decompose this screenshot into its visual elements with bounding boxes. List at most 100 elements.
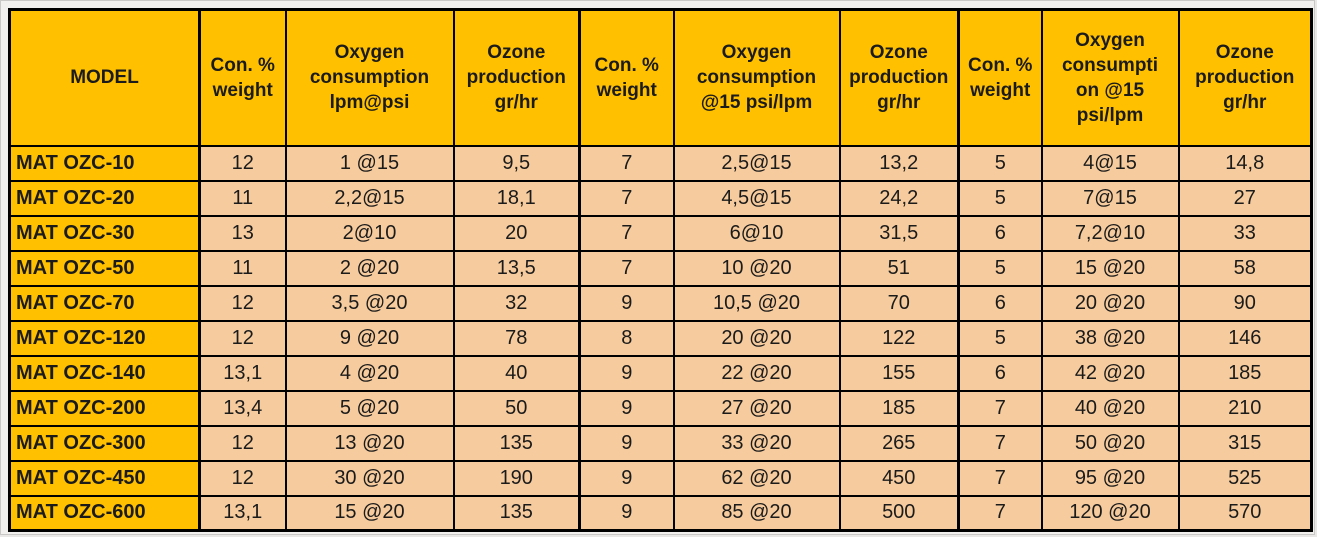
data-cell: 8 bbox=[578, 319, 675, 357]
column-header-ozone-production-2: Ozone production gr/hr bbox=[838, 8, 960, 147]
model-cell: MAT OZC-120 bbox=[8, 319, 201, 357]
data-cell: 5 @20 bbox=[284, 389, 455, 427]
ozone-generator-spec-table: MODEL Con. % weight Oxygen consumption l… bbox=[8, 8, 1313, 532]
model-cell: MAT OZC-300 bbox=[8, 424, 201, 462]
data-cell: 525 bbox=[1177, 459, 1313, 497]
data-cell: 2@10 bbox=[284, 214, 455, 252]
data-cell: 185 bbox=[838, 389, 960, 427]
data-cell: 155 bbox=[838, 354, 960, 392]
data-cell: 7@15 bbox=[1040, 179, 1180, 217]
data-cell: 10 @20 bbox=[672, 249, 841, 287]
model-cell: MAT OZC-20 bbox=[8, 179, 201, 217]
model-cell: MAT OZC-10 bbox=[8, 144, 201, 182]
data-cell: 12 bbox=[198, 144, 287, 182]
data-cell: 12 bbox=[198, 459, 287, 497]
data-cell: 11 bbox=[198, 249, 287, 287]
column-header-oxygen-consumption-3: Oxygen consumpti on @15 psi/lpm bbox=[1040, 8, 1180, 147]
data-cell: 9 @20 bbox=[284, 319, 455, 357]
column-header-ozone-production-1: Ozone production gr/hr bbox=[452, 8, 581, 147]
data-cell: 18,1 bbox=[452, 179, 581, 217]
data-cell: 40 bbox=[452, 354, 581, 392]
table-row: MAT OZC-50 11 2 @20 13,5 7 10 @20 51 5 1… bbox=[8, 249, 1313, 287]
table-row: MAT OZC-120 12 9 @20 78 8 20 @20 122 5 3… bbox=[8, 319, 1313, 357]
data-cell: 450 bbox=[838, 459, 960, 497]
data-cell: 4@15 bbox=[1040, 144, 1180, 182]
data-cell: 2,2@15 bbox=[284, 179, 455, 217]
data-cell: 4,5@15 bbox=[672, 179, 841, 217]
model-cell: MAT OZC-50 bbox=[8, 249, 201, 287]
data-cell: 122 bbox=[838, 319, 960, 357]
data-cell: 5 bbox=[957, 179, 1043, 217]
data-cell: 40 @20 bbox=[1040, 389, 1180, 427]
data-cell: 27 bbox=[1177, 179, 1313, 217]
data-cell: 51 bbox=[838, 249, 960, 287]
data-cell: 146 bbox=[1177, 319, 1313, 357]
table-row: MAT OZC-70 12 3,5 @20 32 9 10,5 @20 70 6… bbox=[8, 284, 1313, 322]
data-cell: 7 bbox=[957, 389, 1043, 427]
data-cell: 135 bbox=[452, 424, 581, 462]
data-cell: 6 bbox=[957, 284, 1043, 322]
data-cell: 7 bbox=[957, 494, 1043, 532]
data-cell: 2 @20 bbox=[284, 249, 455, 287]
table-row: MAT OZC-300 12 13 @20 135 9 33 @20 265 7… bbox=[8, 424, 1313, 462]
data-cell: 9 bbox=[578, 284, 675, 322]
table-row: MAT OZC-140 13,1 4 @20 40 9 22 @20 155 6… bbox=[8, 354, 1313, 392]
data-cell: 2,5@15 bbox=[672, 144, 841, 182]
data-cell: 7 bbox=[578, 249, 675, 287]
data-cell: 570 bbox=[1177, 494, 1313, 532]
data-cell: 7 bbox=[578, 214, 675, 252]
data-cell: 315 bbox=[1177, 424, 1313, 462]
table-row: MAT OZC-20 11 2,2@15 18,1 7 4,5@15 24,2 … bbox=[8, 179, 1313, 217]
data-cell: 70 bbox=[838, 284, 960, 322]
data-cell: 9 bbox=[578, 424, 675, 462]
data-cell: 4 @20 bbox=[284, 354, 455, 392]
data-cell: 9 bbox=[578, 494, 675, 532]
data-cell: 50 @20 bbox=[1040, 424, 1180, 462]
data-cell: 10,5 @20 bbox=[672, 284, 841, 322]
data-cell: 20 @20 bbox=[1040, 284, 1180, 322]
column-header-oxygen-consumption-1: Oxygen consumption lpm@psi bbox=[284, 8, 455, 147]
data-cell: 12 bbox=[198, 284, 287, 322]
data-cell: 85 @20 bbox=[672, 494, 841, 532]
data-cell: 27 @20 bbox=[672, 389, 841, 427]
data-cell: 7,2@10 bbox=[1040, 214, 1180, 252]
data-cell: 6 bbox=[957, 354, 1043, 392]
data-cell: 210 bbox=[1177, 389, 1313, 427]
data-cell: 30 @20 bbox=[284, 459, 455, 497]
data-cell: 20 @20 bbox=[672, 319, 841, 357]
data-cell: 13,5 bbox=[452, 249, 581, 287]
data-cell: 5 bbox=[957, 319, 1043, 357]
data-cell: 42 @20 bbox=[1040, 354, 1180, 392]
data-cell: 6 bbox=[957, 214, 1043, 252]
model-cell: MAT OZC-600 bbox=[8, 494, 201, 532]
data-cell: 62 @20 bbox=[672, 459, 841, 497]
data-cell: 7 bbox=[957, 459, 1043, 497]
column-header-ozone-production-3: Ozone production gr/hr bbox=[1177, 8, 1313, 147]
data-cell: 32 bbox=[452, 284, 581, 322]
data-cell: 7 bbox=[578, 179, 675, 217]
data-cell: 185 bbox=[1177, 354, 1313, 392]
column-header-oxygen-consumption-2: Oxygen consumption @15 psi/lpm bbox=[672, 8, 841, 147]
table-row: MAT OZC-200 13,4 5 @20 50 9 27 @20 185 7… bbox=[8, 389, 1313, 427]
model-cell: MAT OZC-200 bbox=[8, 389, 201, 427]
data-cell: 12 bbox=[198, 319, 287, 357]
data-cell: 33 bbox=[1177, 214, 1313, 252]
data-cell: 135 bbox=[452, 494, 581, 532]
data-cell: 265 bbox=[838, 424, 960, 462]
data-cell: 14,8 bbox=[1177, 144, 1313, 182]
data-cell: 7 bbox=[578, 144, 675, 182]
column-header-con-weight-1: Con. % weight bbox=[198, 8, 287, 147]
data-cell: 13,1 bbox=[198, 354, 287, 392]
data-cell: 13 @20 bbox=[284, 424, 455, 462]
data-cell: 31,5 bbox=[838, 214, 960, 252]
table-row: MAT OZC-450 12 30 @20 190 9 62 @20 450 7… bbox=[8, 459, 1313, 497]
data-cell: 500 bbox=[838, 494, 960, 532]
data-cell: 38 @20 bbox=[1040, 319, 1180, 357]
table-row: MAT OZC-30 13 2@10 20 7 6@10 31,5 6 7,2@… bbox=[8, 214, 1313, 252]
data-cell: 78 bbox=[452, 319, 581, 357]
table-row: MAT OZC-10 12 1 @15 9,5 7 2,5@15 13,2 5 … bbox=[8, 144, 1313, 182]
data-cell: 5 bbox=[957, 249, 1043, 287]
data-cell: 190 bbox=[452, 459, 581, 497]
model-cell: MAT OZC-140 bbox=[8, 354, 201, 392]
data-cell: 13,1 bbox=[198, 494, 287, 532]
